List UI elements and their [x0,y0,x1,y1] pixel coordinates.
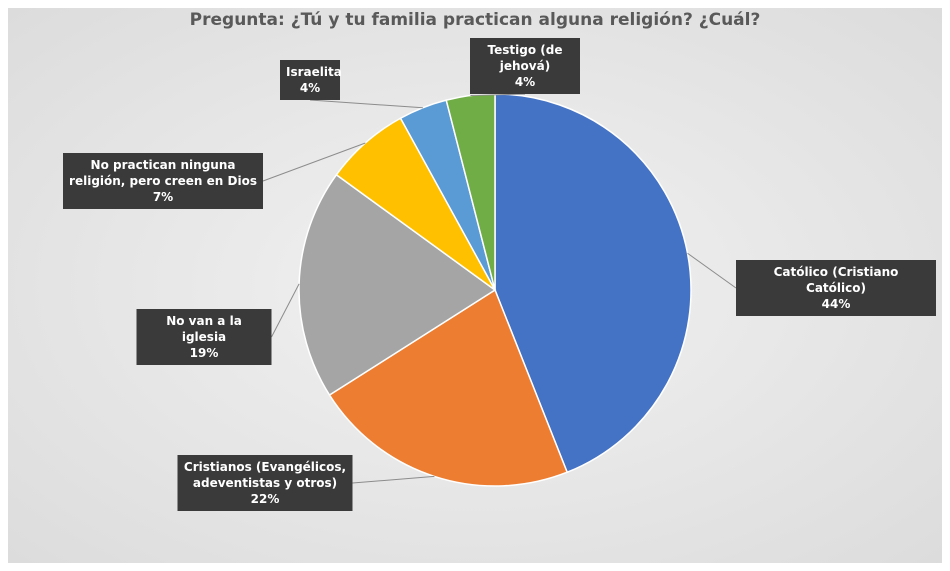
leader-line [262,142,366,182]
leader-line [687,252,737,289]
data-label-category: No practican ninguna religión, pero cree… [69,158,257,188]
data-label: Cristianos (Evangélicos, adeventistas y … [177,455,353,511]
data-label: No van a la iglesia 19% [136,309,272,365]
data-label-value: 4% [299,81,321,95]
pie-slice [298,173,497,397]
data-label: Testigo (de jehová) 4% [470,38,580,94]
data-label: Israelita 4% [280,60,342,100]
leader-line [470,93,526,97]
data-label: No practican ninguna religión, pero cree… [63,153,263,209]
data-label-category: Cristianos (Evangélicos, adeventistas y … [183,460,347,490]
leader-line [309,99,423,109]
pie-slice [328,288,569,487]
leader-line [352,475,435,484]
data-label-value: 7% [152,190,174,204]
data-label-value: 4% [514,75,536,89]
data-label-category: Católico (Cristiano Católico) [773,265,899,295]
data-label-value: 44% [821,297,851,311]
data-label-value: 19% [189,346,219,360]
data-label-category: Testigo (de jehová) [487,43,563,73]
data-label-category: No van a la iglesia [166,314,242,344]
pie-slice [494,93,692,474]
data-label: Católico (Cristiano Católico) 44% [736,260,936,316]
leader-line [271,283,300,338]
data-label-category: Israelita [286,65,342,79]
data-label-value: 22% [250,492,280,506]
chart-title: Pregunta: ¿Tú y tu familia practican alg… [189,10,761,30]
